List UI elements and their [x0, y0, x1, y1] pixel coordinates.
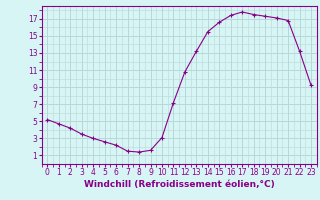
- X-axis label: Windchill (Refroidissement éolien,°C): Windchill (Refroidissement éolien,°C): [84, 180, 275, 189]
